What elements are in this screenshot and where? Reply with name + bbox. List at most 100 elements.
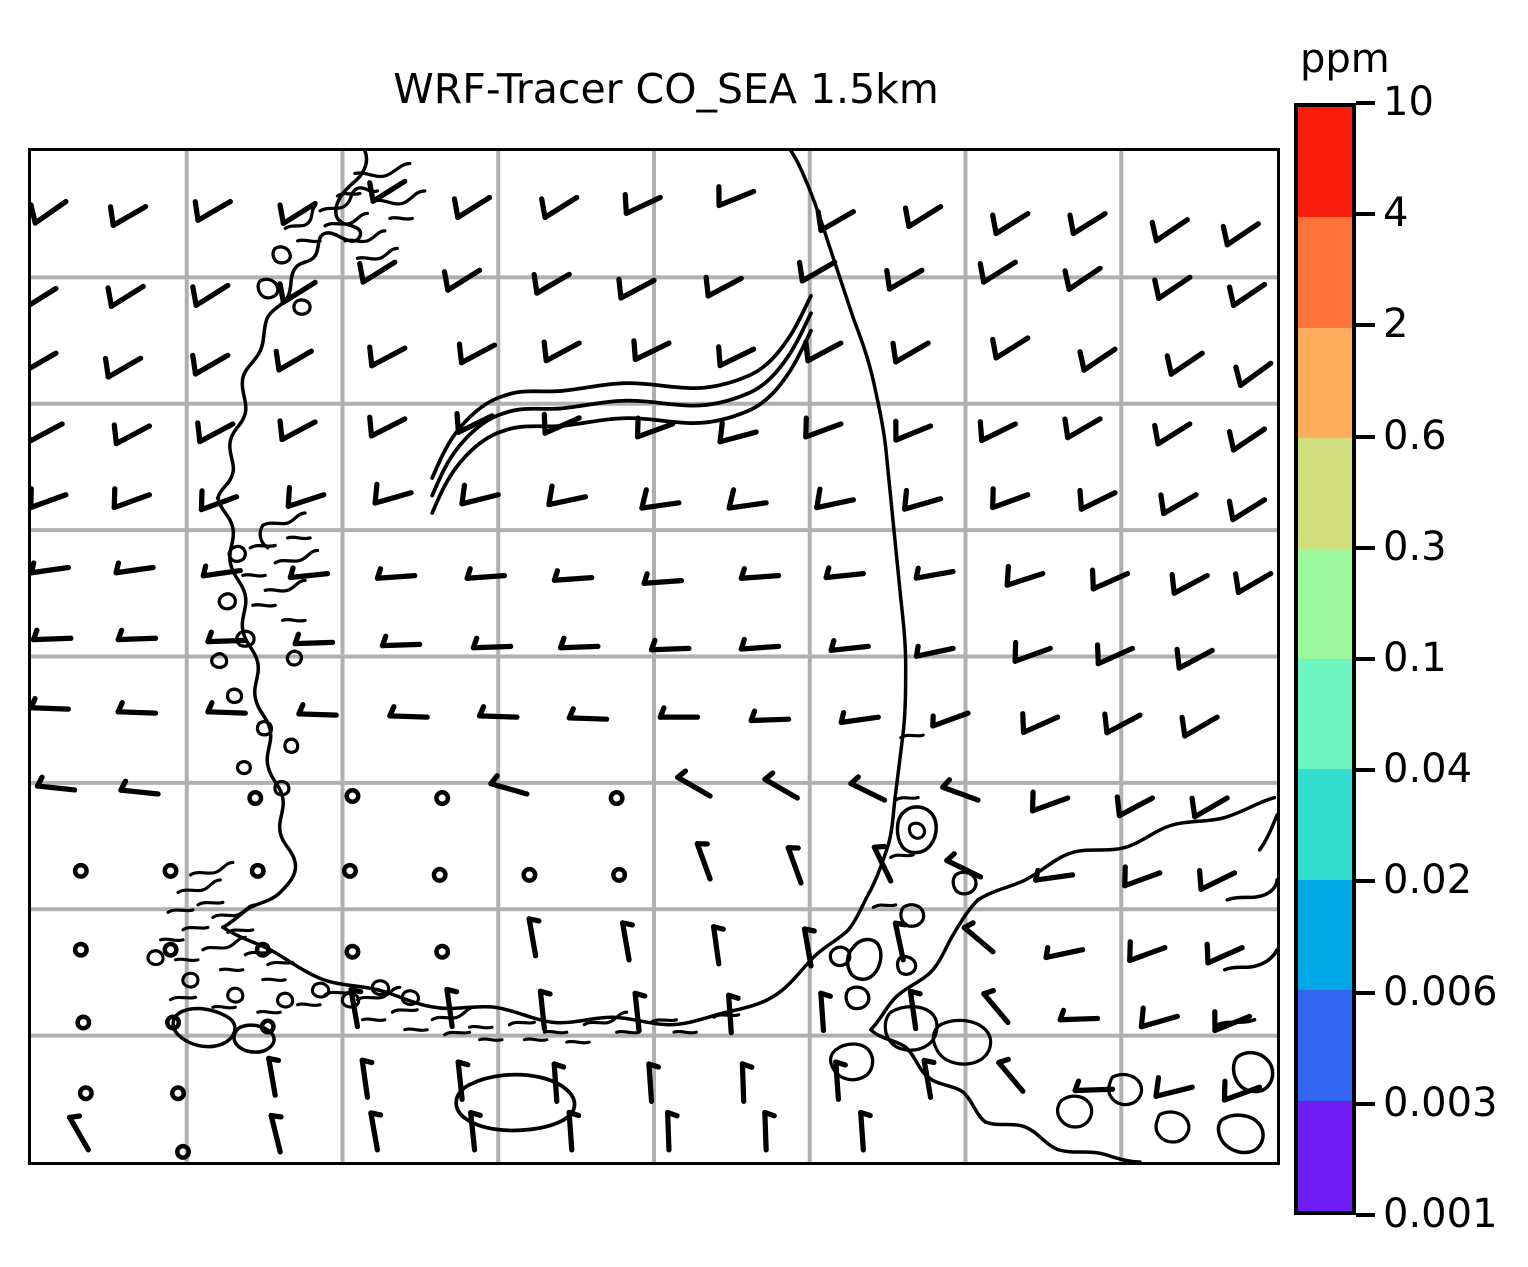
wind-barb-full-flag <box>1233 571 1242 595</box>
wind-barb <box>1062 265 1103 292</box>
coastline-path <box>502 293 813 398</box>
coastline-path <box>211 1004 237 1010</box>
calm-circle-icon <box>165 1014 182 1031</box>
coastline-path <box>889 853 915 860</box>
wind-barb-shaft <box>632 340 672 363</box>
wind-barb-full-flag <box>631 338 638 363</box>
wind-barb <box>1138 1005 1180 1030</box>
wind-barb-full-flag <box>1196 867 1204 892</box>
wind-barb <box>566 1109 582 1153</box>
wind-barb-calm <box>608 790 625 807</box>
wind-barb-full-flag <box>459 482 468 507</box>
wind-barb-shaft <box>1153 217 1190 244</box>
wind-barb-full-flag <box>531 271 540 296</box>
wind-barb <box>648 637 692 653</box>
wind-barb-half-flag <box>31 560 37 576</box>
wind-barb-calm <box>254 941 271 958</box>
wind-barb-half-flag <box>848 774 861 787</box>
wind-barb-shaft <box>632 990 642 1034</box>
wind-barb-shaft <box>913 645 956 659</box>
wind-barb-calm <box>434 943 451 960</box>
wind-barb-shaft <box>990 492 1031 511</box>
wind-barb <box>1164 350 1205 377</box>
wind-barb-half-flag <box>762 1109 777 1119</box>
wind-barb-shaft <box>110 203 149 228</box>
wind-barb-shaft <box>641 578 685 586</box>
coastline-path <box>828 945 852 968</box>
wind-barb-shaft <box>1235 570 1274 595</box>
coastline-path <box>712 1013 741 1019</box>
colorbar-tick-mark <box>1356 657 1375 661</box>
wind-barb-half-flag <box>468 1110 483 1118</box>
wind-barb-full-flag <box>990 486 996 511</box>
wind-barb <box>796 259 838 284</box>
coastline-path <box>430 428 507 515</box>
wind-barb-full-flag <box>1220 223 1230 248</box>
wind-barb-shaft <box>348 987 361 1030</box>
wind-barb-shaft <box>266 1055 278 1098</box>
coastline-path <box>221 925 851 1027</box>
wind-barb <box>488 773 530 797</box>
wind-barb-full-flag <box>192 199 201 223</box>
coastline-path <box>255 720 274 737</box>
coastline-path <box>1216 1113 1265 1155</box>
wind-barb-full-flag <box>1226 429 1237 453</box>
coastline-path <box>275 991 295 1009</box>
wind-barb <box>546 483 589 508</box>
coastline-path <box>251 603 277 608</box>
wind-barb-shaft <box>455 1059 465 1102</box>
coastline-path <box>283 204 317 231</box>
coastline-path <box>443 1030 472 1037</box>
wind-barb-half-flag <box>648 637 658 653</box>
wind-barb <box>476 704 520 720</box>
wind-barb-full-flag <box>1226 498 1236 523</box>
wind-barb-half-flag <box>981 988 996 997</box>
wind-barb-shaft <box>1057 1015 1101 1023</box>
wind-barb-half-flag <box>833 1059 848 1068</box>
coastline-path <box>390 1008 419 1014</box>
coastline-path <box>283 737 300 754</box>
wind-barb-full-flag <box>1067 212 1076 237</box>
coastline-path <box>168 995 198 1002</box>
coastline-path <box>318 186 380 213</box>
wind-barb <box>990 211 1031 237</box>
wind-barb-full-flag <box>1164 353 1174 377</box>
wind-barb-shaft <box>31 705 71 712</box>
wind-barb-shaft <box>105 355 144 380</box>
wind-barb-shaft <box>1182 714 1220 739</box>
wind-barb-shaft <box>111 492 152 511</box>
colorbar-band-3 <box>1298 438 1352 549</box>
wind-barb <box>1226 497 1268 523</box>
wind-barb-half-flag <box>205 700 215 715</box>
wind-barb <box>551 1061 567 1104</box>
wind-barb-shaft <box>921 1057 934 1100</box>
wind-barb-half-flag <box>944 851 957 864</box>
wind-barb-full-flag <box>1102 711 1110 736</box>
wind-barb <box>31 627 74 643</box>
wind-barb-shaft <box>374 572 418 581</box>
wind-barb-half-flag <box>31 695 38 711</box>
wind-barb <box>1169 571 1210 596</box>
wind-barb <box>703 274 744 299</box>
wind-barb <box>990 486 1031 511</box>
wind-barb <box>665 1109 680 1153</box>
wind-barb <box>848 774 888 803</box>
wind-barb-layer <box>31 178 1274 1160</box>
wind-barb <box>716 184 757 209</box>
wind-barb-shaft <box>198 494 240 513</box>
wind-barb <box>996 1056 1026 1094</box>
wind-barb-shaft <box>858 1109 866 1153</box>
wind-barb <box>1033 867 1076 883</box>
wind-barb-full-flag <box>716 344 723 369</box>
wind-barb <box>1057 1007 1101 1023</box>
wind-barb-half-flag <box>34 774 45 789</box>
colorbar-tick-mark <box>1356 879 1375 884</box>
wind-barb-calm <box>521 866 538 883</box>
colorbar-tick-label: 2 <box>1383 301 1409 348</box>
wind-barb-half-flag <box>566 1109 582 1119</box>
wind-barb-shaft <box>476 713 520 720</box>
wind-barb-half-flag <box>268 1112 284 1120</box>
wind-barb-full-flag <box>1004 563 1011 588</box>
colorbar-tick-labels: 10 4 2 0.6 0.3 0.1 0.04 0.02 0.006 0.003 0.001 <box>1356 79 1526 1237</box>
wind-barb-shaft <box>726 500 769 511</box>
